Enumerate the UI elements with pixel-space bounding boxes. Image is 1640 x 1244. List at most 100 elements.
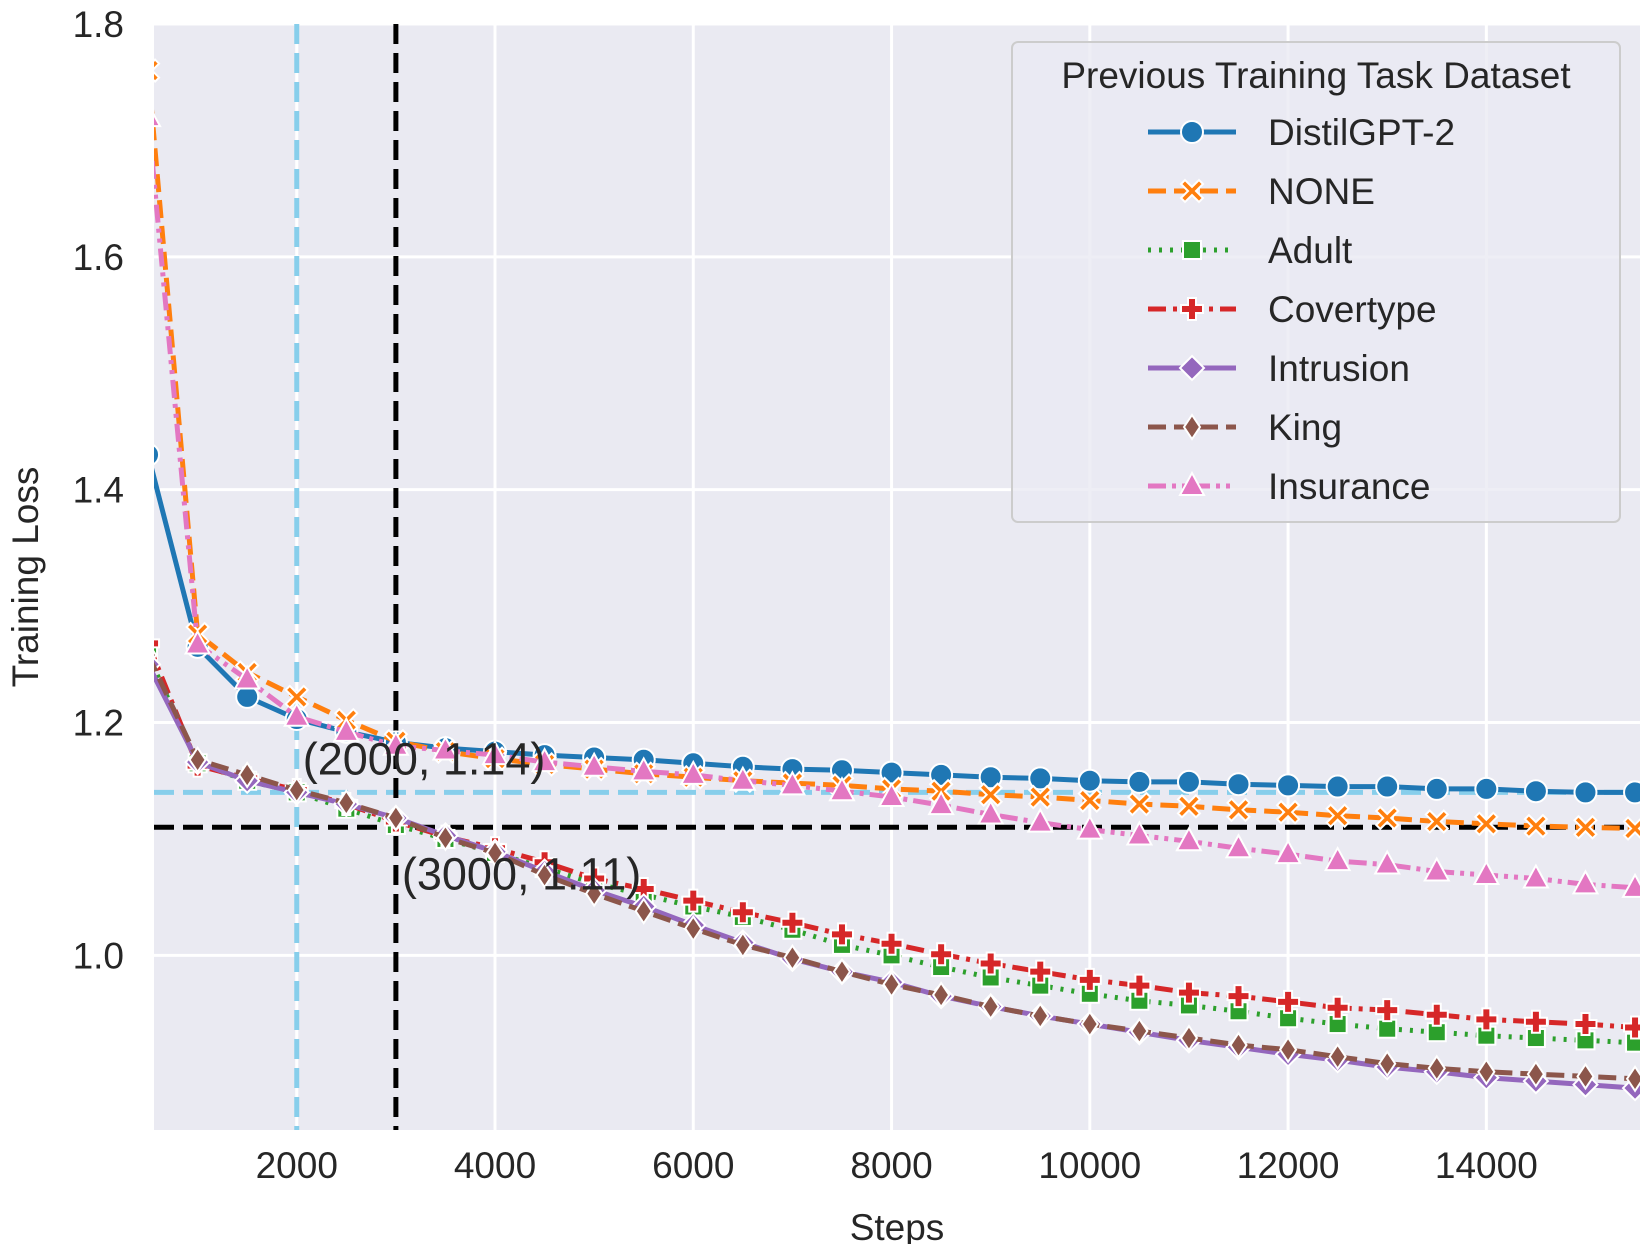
data-point: [978, 951, 1003, 976]
data-point: [1127, 973, 1152, 998]
data-point: [1028, 766, 1053, 791]
legend-label: Adult: [1268, 230, 1353, 271]
data-point: [978, 782, 1004, 808]
legend-item: Adult: [1148, 230, 1353, 271]
x-tick-label: 14000: [1435, 1145, 1538, 1186]
data-point: [927, 790, 955, 816]
y-tick-label: 1.2: [73, 703, 124, 744]
data-point: [337, 789, 356, 817]
data-point: [780, 910, 805, 935]
data-point: [684, 914, 703, 943]
data-point: [1130, 1017, 1149, 1045]
data-point: [1176, 980, 1201, 1005]
data-point: [188, 745, 207, 774]
y-tick-label: 1.0: [73, 935, 124, 976]
data-point: [1027, 784, 1053, 810]
legend-label: NONE: [1268, 171, 1375, 212]
data-point: [1378, 1049, 1397, 1078]
data-point: [1077, 967, 1102, 992]
x-tick-label: 6000: [652, 1145, 734, 1186]
data-point: [530, 747, 559, 773]
data-point: [584, 879, 604, 908]
data-point: [1427, 1054, 1446, 1083]
data-point: [1325, 803, 1351, 829]
data-point: [287, 776, 306, 804]
legend-marker: [1179, 178, 1205, 204]
data-point: [1229, 1031, 1248, 1059]
data-point: [679, 759, 707, 785]
data-point: [783, 943, 802, 972]
data-point: [1573, 780, 1598, 805]
data-point: [154, 58, 161, 83]
legend: Previous Training Task Dataset DistilGPT…: [1011, 41, 1621, 523]
data-point: [1477, 1057, 1496, 1086]
legend-label: Insurance: [1268, 466, 1431, 507]
data-point: [681, 888, 706, 913]
data-point: [1623, 780, 1640, 805]
data-point: [877, 781, 906, 808]
data-point: [1125, 820, 1154, 846]
legend-label: Intrusion: [1268, 348, 1410, 389]
data-point: [1522, 863, 1550, 889]
data-point: [284, 684, 310, 710]
data-point: [1623, 1015, 1640, 1040]
legend-label: Covertype: [1268, 289, 1437, 330]
data-point: [1028, 959, 1053, 984]
x-tick-label: 4000: [454, 1145, 536, 1186]
data-point: [1573, 814, 1598, 840]
data-point: [535, 861, 554, 889]
x-axis-label: Steps: [850, 1207, 945, 1244]
data-point: [1031, 1002, 1050, 1030]
data-point: [1077, 788, 1103, 813]
data-point: [1424, 1002, 1449, 1027]
legend-label: DistilGPT-2: [1268, 112, 1455, 153]
legend-title: Previous Training Task Dataset: [1061, 55, 1571, 96]
legend-marker: [1182, 413, 1202, 441]
data-point: [730, 900, 755, 925]
data-point: [183, 629, 212, 655]
legend-item: Intrusion: [1148, 348, 1410, 389]
y-tick-label: 1.4: [73, 470, 124, 511]
data-point: [283, 701, 311, 727]
data-point: [1473, 811, 1499, 837]
data-point: [1275, 799, 1301, 825]
data-point: [481, 740, 509, 766]
data-point: [382, 730, 410, 756]
data-point: [829, 922, 854, 947]
data-point: [1176, 793, 1202, 819]
data-point: [386, 804, 406, 832]
series-king: [154, 650, 1640, 1093]
data-point: [1080, 1010, 1100, 1038]
data-point: [1625, 1064, 1640, 1093]
data-point: [1375, 998, 1400, 1023]
data-point: [154, 650, 158, 660]
data-point: [1325, 995, 1350, 1020]
data-point: [729, 765, 757, 791]
y-tick-label: 1.6: [73, 237, 124, 278]
data-point: [1377, 1018, 1398, 1039]
annotation-text: (2000, 1.14): [303, 733, 546, 784]
data-point: [630, 756, 658, 782]
y-tick-labels: 1.0 1.2 1.4 1.6 1.8: [73, 4, 124, 976]
series-group: [154, 58, 1640, 1102]
data-point: [978, 765, 1003, 790]
x-tick-label: 12000: [1237, 1145, 1340, 1186]
data-point: [1472, 859, 1501, 886]
legend-item: NONE: [1148, 171, 1375, 212]
x-tick-labels: 2000 4000 6000 8000 10000 12000 14000: [256, 1145, 1538, 1186]
data-point: [233, 664, 261, 690]
data-point: [1077, 768, 1102, 793]
data-point: [1076, 814, 1104, 840]
data-point: [1274, 838, 1302, 865]
data-point: [1622, 816, 1640, 841]
data-point: [1523, 813, 1549, 839]
data-point: [976, 799, 1005, 825]
legend-marker: [1180, 297, 1204, 321]
data-point: [1474, 776, 1499, 801]
data-point: [1424, 809, 1450, 834]
data-point: [1375, 774, 1400, 799]
data-point: [1278, 1035, 1298, 1064]
x-tick-label: 2000: [256, 1145, 338, 1186]
data-point: [882, 970, 901, 999]
